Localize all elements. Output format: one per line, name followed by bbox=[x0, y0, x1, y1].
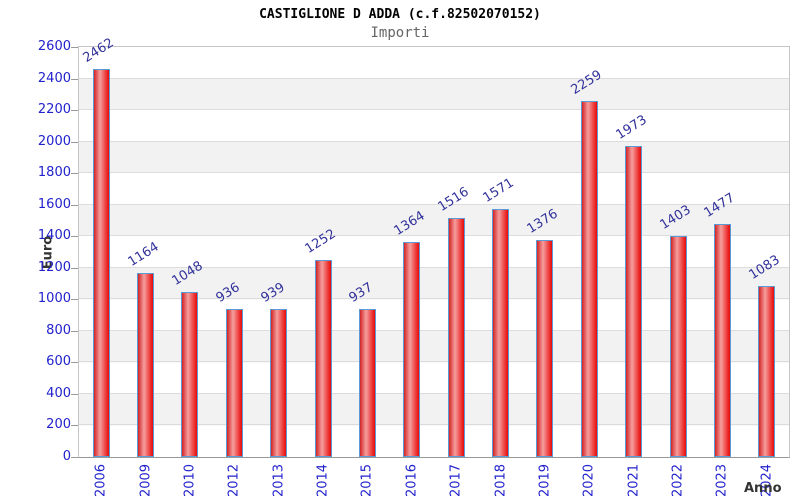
y-tick-label: 1800 bbox=[37, 165, 71, 181]
y-tick-label: 0 bbox=[62, 449, 71, 464]
bar-value-label: 1571 bbox=[480, 175, 517, 207]
y-tick bbox=[71, 362, 78, 364]
bar-value-label: 1083 bbox=[746, 252, 783, 284]
gridline bbox=[79, 361, 789, 363]
y-tick bbox=[71, 236, 78, 238]
y-tick-label: 1400 bbox=[37, 228, 71, 244]
bar-value-label: 939 bbox=[258, 279, 288, 306]
y-tick-label: 1000 bbox=[37, 291, 71, 307]
y-tick bbox=[71, 204, 78, 206]
bar bbox=[225, 309, 243, 457]
x-axis-title: Anno bbox=[744, 481, 782, 496]
bar bbox=[669, 235, 687, 457]
y-tick bbox=[71, 457, 78, 458]
y-tick bbox=[71, 425, 78, 427]
y-tick-label: 2000 bbox=[37, 133, 71, 149]
x-tick-label: 2017 bbox=[448, 463, 464, 498]
bar-value-label: 1516 bbox=[435, 184, 472, 215]
gridline bbox=[79, 329, 789, 331]
bar-value-label: 1252 bbox=[302, 226, 339, 257]
x-tick-label: 2012 bbox=[226, 463, 242, 498]
bar bbox=[403, 241, 421, 457]
x-tick-label: 2014 bbox=[315, 463, 331, 498]
y-tick bbox=[71, 141, 78, 143]
bar-value-label: 2259 bbox=[568, 67, 605, 98]
x-tick-label: 2021 bbox=[626, 463, 642, 498]
x-tick-label: 2022 bbox=[670, 463, 686, 498]
x-tick-label: 2016 bbox=[404, 463, 420, 498]
y-tick-label: 600 bbox=[46, 354, 71, 370]
gridline bbox=[79, 172, 789, 174]
bar-value-label: 937 bbox=[347, 280, 377, 307]
bar-value-label: 1048 bbox=[169, 258, 206, 289]
y-tick-label: 1200 bbox=[37, 259, 71, 275]
bar bbox=[625, 145, 643, 457]
y-tick bbox=[71, 393, 78, 395]
x-tick-label: 2019 bbox=[537, 463, 553, 498]
bar-value-label: 1973 bbox=[613, 112, 650, 143]
y-tick bbox=[71, 110, 78, 112]
bar bbox=[270, 308, 288, 457]
bar bbox=[137, 273, 155, 457]
bar bbox=[314, 259, 332, 457]
y-tick-label: 2400 bbox=[37, 70, 71, 86]
y-tick bbox=[71, 267, 78, 269]
bar-value-label: 1403 bbox=[657, 202, 694, 233]
gridline bbox=[79, 235, 789, 237]
y-tick bbox=[71, 330, 78, 332]
y-tick bbox=[71, 78, 78, 80]
gridline bbox=[79, 203, 789, 205]
gridline bbox=[79, 424, 789, 426]
gridline bbox=[79, 298, 789, 300]
bar bbox=[492, 209, 510, 457]
bar bbox=[536, 240, 554, 457]
gridline bbox=[79, 140, 789, 142]
gridline bbox=[79, 392, 789, 394]
y-tick-label: 2200 bbox=[37, 102, 71, 118]
x-tick-label: 2023 bbox=[714, 463, 730, 498]
chart-title: CASTIGLIONE D ADDA (c.f.82502070152) bbox=[259, 7, 541, 22]
bar-value-label: 1164 bbox=[125, 240, 162, 271]
bar-value-label: 1376 bbox=[524, 206, 561, 237]
y-tick-label: 1600 bbox=[37, 196, 71, 212]
bar bbox=[92, 68, 110, 457]
bar-value-label: 1364 bbox=[391, 208, 428, 239]
bar bbox=[358, 309, 376, 457]
chart-subtitle: Importi bbox=[370, 25, 430, 41]
y-tick bbox=[71, 299, 78, 301]
y-tick bbox=[71, 47, 78, 48]
gridline bbox=[79, 77, 789, 79]
gridline bbox=[79, 266, 789, 268]
x-tick-label: 2013 bbox=[271, 463, 287, 498]
plot-area: 2462 1164 1048 936 939 1252 937 1364 1516 1571 137… bbox=[78, 35, 790, 458]
x-tick-label: 2018 bbox=[493, 463, 509, 498]
y-tick-label: 2600 bbox=[37, 39, 71, 54]
y-tick-label: 200 bbox=[46, 417, 71, 433]
y-tick-label: 400 bbox=[46, 385, 71, 401]
x-tick-label: 2020 bbox=[581, 463, 597, 498]
bar bbox=[580, 100, 598, 457]
bar bbox=[181, 291, 199, 457]
bar-value-label: 936 bbox=[213, 280, 243, 307]
y-tick bbox=[71, 173, 78, 175]
x-tick-label: 2010 bbox=[182, 463, 198, 498]
bar-value-label: 1477 bbox=[702, 190, 739, 221]
x-tick-label: 2009 bbox=[138, 463, 154, 498]
bar bbox=[447, 217, 465, 457]
x-tick-label: 2015 bbox=[359, 463, 375, 498]
bar bbox=[713, 224, 731, 457]
x-tick-label: 2006 bbox=[93, 463, 109, 498]
y-tick-label: 800 bbox=[46, 322, 71, 338]
bar bbox=[758, 286, 776, 457]
gridline bbox=[79, 109, 789, 111]
